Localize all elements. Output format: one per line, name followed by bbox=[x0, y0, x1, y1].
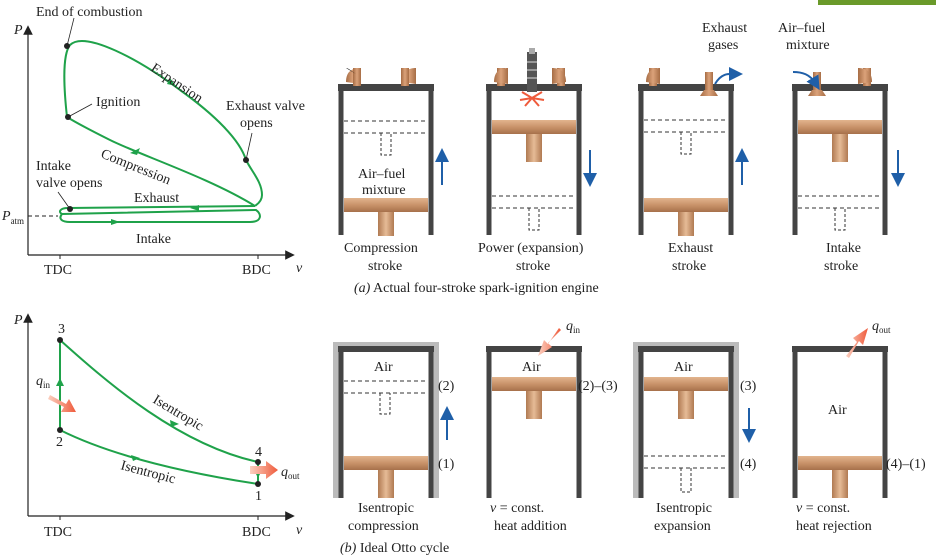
heat-addition-arrow bbox=[538, 328, 561, 356]
process-3-line1: Isentropic bbox=[656, 501, 712, 516]
qout-label: qout bbox=[281, 465, 300, 481]
process-4-line2: heat rejection bbox=[796, 519, 872, 534]
process-4-line1: v = const. bbox=[796, 501, 850, 516]
qin-label: qin bbox=[36, 374, 51, 390]
ideal-cylinder-compression: Air (2) (1) Isentropic compression bbox=[333, 342, 455, 534]
exhaust-label: Exhaust bbox=[134, 191, 179, 206]
process-2-line2: heat addition bbox=[494, 519, 567, 534]
ideal-cylinder-expansion: Air (3) (4) Isentropic expansion bbox=[633, 342, 757, 534]
actual-engine-row: Air–fuel mixture Compression stroke bbox=[338, 21, 905, 296]
stroke-label-3-line1: Exhaust bbox=[668, 241, 713, 256]
stroke-label-4-line1: Intake bbox=[826, 241, 861, 256]
heat-rejection-arrow bbox=[846, 328, 868, 358]
v-axis-label: v bbox=[296, 261, 303, 276]
bdc-label-2: BDC bbox=[242, 525, 271, 540]
process-1-line2: compression bbox=[348, 519, 419, 534]
qin-cyl-label: qin bbox=[566, 319, 581, 335]
air-fuel-label-2: mixture bbox=[362, 183, 406, 198]
qout-cyl-label: qout bbox=[872, 319, 891, 335]
stroke-label-4-line2: stroke bbox=[824, 259, 858, 274]
intake-valve-label-1: Intake bbox=[36, 159, 71, 174]
accent-bar bbox=[818, 0, 936, 5]
state-3-label: (3) bbox=[740, 379, 757, 394]
heat-out-arrow bbox=[250, 461, 278, 479]
v-axis-label-2: v bbox=[296, 523, 303, 538]
patm-label: Patm bbox=[1, 209, 24, 226]
intake-label: Intake bbox=[136, 232, 171, 247]
state-4-label: (4) bbox=[740, 457, 757, 472]
state-23-label: (2)–(3) bbox=[578, 379, 618, 394]
ideal-engine-row: Air (2) (1) Isentropic compression Air q… bbox=[333, 319, 926, 556]
cylinder-intake: Air–fuel mixture Intake stroke bbox=[778, 21, 905, 274]
stroke-label-1-line1: Compression bbox=[344, 241, 418, 256]
ideal-cylinder-heat-addition: Air qin (2)–(3) v = const. heat addition bbox=[486, 319, 618, 534]
tdc-label: TDC bbox=[44, 263, 72, 278]
air-label-1: Air bbox=[374, 360, 393, 375]
exhaust-gases-label-1: Exhaust bbox=[702, 21, 747, 36]
stroke-label-2-line1: Power (expansion) bbox=[478, 241, 584, 256]
air-fuel-label-1: Air–fuel bbox=[358, 167, 406, 182]
air-label-4: Air bbox=[828, 403, 847, 418]
state-1-label: (1) bbox=[438, 457, 455, 472]
point-4: 4 bbox=[255, 445, 262, 460]
ideal-pv-diagram: P v TDC BDC 3 2 4 1 qin qout Isentropic … bbox=[13, 313, 303, 540]
caption-a: (a) Actual four-stroke spark-ignition en… bbox=[354, 281, 599, 296]
process-1-line1: Isentropic bbox=[358, 501, 414, 516]
stroke-label-3-line2: stroke bbox=[672, 259, 706, 274]
tdc-label-2: TDC bbox=[44, 525, 72, 540]
point-3: 3 bbox=[58, 322, 65, 337]
point-1: 1 bbox=[255, 489, 262, 504]
heat-in-arrow bbox=[48, 395, 76, 412]
ideal-cycle-curve bbox=[59, 339, 259, 485]
expansion-label: Expansion bbox=[148, 61, 205, 106]
air-fuel-top-label-2: mixture bbox=[786, 38, 830, 53]
actual-pv-diagram: P v TDC BDC Patm End of combustion Ignit… bbox=[1, 5, 305, 278]
air-fuel-top-label-1: Air–fuel bbox=[778, 21, 826, 36]
exhaust-valve-label-1: Exhaust valve bbox=[226, 99, 305, 114]
ideal-cylinder-heat-rejection: Air qout (4)–(1) v = const. heat rejecti… bbox=[792, 319, 926, 534]
exhaust-gases-label-2: gases bbox=[708, 38, 738, 53]
process-3-line2: expansion bbox=[654, 519, 711, 534]
point-2: 2 bbox=[56, 435, 63, 450]
state-2-label: (2) bbox=[438, 379, 455, 394]
process-2-line1: v = const. bbox=[490, 501, 544, 516]
air-label-3: Air bbox=[674, 360, 693, 375]
bdc-label: BDC bbox=[242, 263, 271, 278]
cylinder-exhaust: Exhaust gases Exhaust stroke bbox=[638, 21, 749, 274]
end-of-combustion-label: End of combustion bbox=[36, 5, 143, 20]
stroke-label-2-line2: stroke bbox=[516, 259, 550, 274]
cylinder-power: Power (expansion) stroke bbox=[478, 48, 597, 274]
p-axis-label-2: P bbox=[13, 313, 23, 328]
p-axis-label: P bbox=[13, 23, 23, 38]
stroke-label-1-line2: stroke bbox=[368, 259, 402, 274]
isentropic-expansion-label: Isentropic bbox=[150, 393, 206, 435]
caption-b: (b) Ideal Otto cycle bbox=[340, 541, 449, 556]
ignition-label: Ignition bbox=[96, 95, 140, 110]
air-label-2: Air bbox=[522, 360, 541, 375]
exhaust-valve-label-2: opens bbox=[240, 116, 273, 131]
spark-plug-icon bbox=[527, 52, 537, 92]
cylinder-compression: Air–fuel mixture Compression stroke bbox=[338, 68, 449, 274]
state-41-label: (4)–(1) bbox=[886, 457, 926, 472]
intake-valve-label-2: valve opens bbox=[36, 176, 102, 191]
